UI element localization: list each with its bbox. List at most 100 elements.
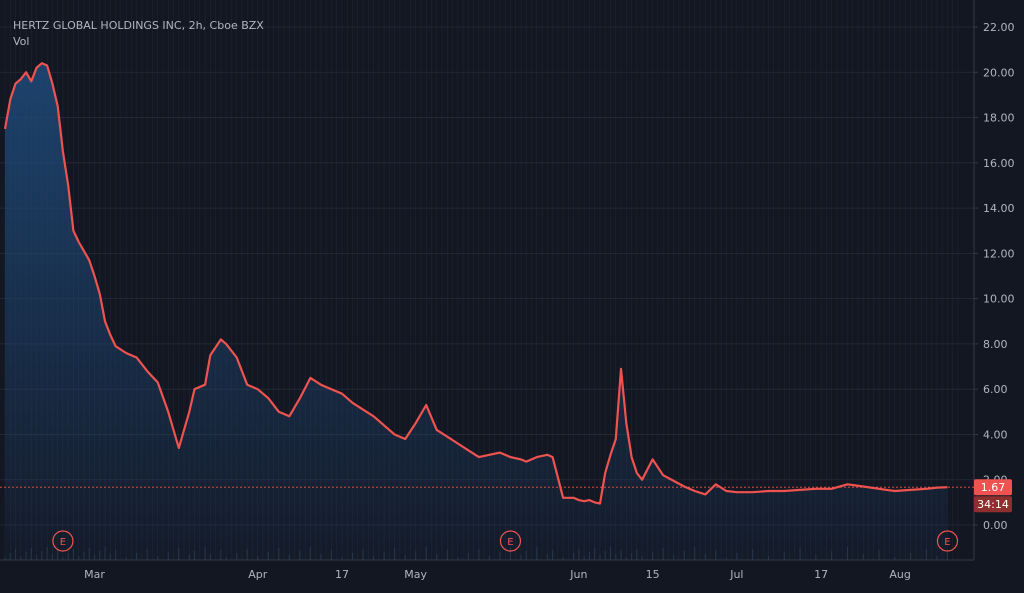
volume-bar: [715, 550, 717, 560]
volume-bar: [14, 549, 17, 560]
volume-bar: [320, 554, 322, 560]
volume-bar: [209, 554, 211, 560]
x-tick-label: Mar: [84, 568, 105, 581]
price-area: [5, 63, 948, 560]
volume-bar: [109, 554, 111, 560]
y-tick-label: 0.00: [983, 519, 1008, 532]
volume-bar: [99, 551, 101, 560]
area-fill: [4, 63, 949, 560]
volume-bar: [204, 547, 206, 560]
volume-bar: [467, 553, 469, 560]
x-tick-label: Jun: [569, 568, 587, 581]
volume-bar: [78, 556, 80, 560]
volume-bar: [641, 556, 643, 560]
countdown-label: 34:14: [977, 498, 1009, 511]
volume-bar: [551, 550, 554, 560]
y-tick-label: 18.00: [983, 112, 1015, 125]
volume-bar: [846, 547, 849, 560]
x-tick-label: Jul: [729, 568, 743, 581]
earnings-marker-circle: [499, 530, 522, 552]
y-tick-label: 6.00: [983, 383, 1008, 396]
volume-bar: [509, 548, 512, 560]
x-tick-label: Apr: [248, 568, 268, 581]
volume-bar: [167, 552, 169, 560]
earnings-marker-circle: [52, 530, 74, 552]
y-tick-label: 4.00: [983, 428, 1008, 441]
volume-bar: [478, 549, 480, 560]
last-price-badge: [974, 479, 1012, 496]
chart-title: HERTZ GLOBAL HOLDINGS INC, 2h, Cboe BZX: [13, 19, 264, 32]
volume-bar: [562, 557, 564, 560]
y-tick-label: 10.00: [983, 293, 1015, 306]
volume-bar: [604, 551, 606, 560]
volume-bar: [446, 550, 448, 560]
volume-bar: [457, 557, 459, 560]
volume-bar: [436, 554, 438, 560]
volume-bar: [20, 556, 22, 560]
volume-bar: [246, 549, 248, 560]
volume-bar: [625, 557, 627, 560]
volume-bar: [946, 552, 949, 560]
volume-bar: [620, 550, 622, 560]
y-tick-label: 22.00: [983, 21, 1015, 34]
volume-bar: [35, 555, 38, 560]
volume-bar: [831, 551, 833, 560]
y-tick-label: 14.00: [983, 202, 1015, 215]
indicator-label: Vol: [13, 35, 30, 48]
volume-bar: [704, 554, 706, 560]
volume-bar: [193, 551, 196, 560]
volume-bar: [41, 551, 43, 560]
y-tick-label: 16.00: [983, 157, 1015, 170]
volume-bar: [894, 557, 896, 560]
volume-bar: [546, 554, 548, 560]
volume-bar: [862, 554, 864, 560]
countdown-badge: [974, 496, 1012, 513]
volume-bar: [51, 554, 53, 560]
volume-bar: [104, 547, 106, 560]
volume-bar: [752, 549, 754, 560]
volume-bar: [267, 552, 269, 560]
volume-bar: [114, 550, 117, 560]
volume-bar: [67, 553, 69, 560]
volume-bar: [9, 553, 11, 560]
volume-bar: [30, 548, 32, 560]
volume-bar: [341, 557, 343, 560]
y-tick-label: 12.00: [983, 247, 1015, 260]
volume-bar: [288, 555, 290, 560]
volume-bar: [220, 550, 222, 560]
volume-bar: [83, 552, 85, 560]
x-tick-label: 17: [814, 568, 828, 581]
volume-bar: [925, 549, 928, 560]
volume-bar: [767, 556, 770, 560]
volume-bar: [525, 551, 527, 560]
volume-bar: [673, 555, 675, 560]
volume-bar: [4, 557, 6, 560]
volume-bar: [910, 553, 912, 560]
volume-bar: [46, 547, 48, 560]
legend: HERTZ GLOBAL HOLDINGS INC, 2h, Cboe BZX …: [13, 18, 264, 50]
volume-bar: [125, 557, 127, 560]
volume-bar: [536, 547, 538, 560]
volume-bar: [936, 556, 938, 560]
volume-bar: [578, 549, 580, 560]
volume-bar: [615, 554, 617, 560]
volume-bar: [415, 551, 417, 560]
volume-bar: [278, 548, 280, 560]
volume-bar: [362, 549, 364, 560]
volume-bar: [694, 547, 696, 560]
volume-bar: [488, 556, 490, 560]
volume-bar: [404, 555, 406, 560]
volume-bar: [394, 548, 396, 560]
volume-bar: [188, 555, 190, 560]
volume-bar: [178, 548, 180, 560]
volume-bar: [683, 551, 685, 560]
x-tick-label: Aug: [889, 568, 910, 581]
price-line-path: [3, 62, 948, 505]
volume-bar: [225, 557, 227, 560]
volume-bar: [609, 547, 612, 560]
volume-bar: [425, 547, 427, 560]
volume-bar: [72, 549, 75, 560]
